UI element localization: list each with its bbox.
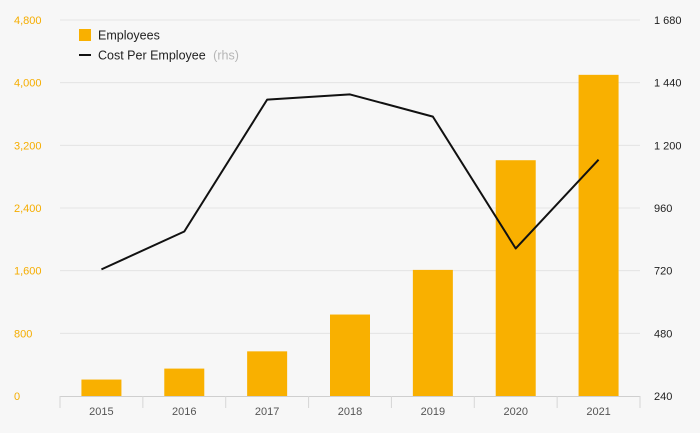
bar-employees-2021 — [578, 74, 619, 396]
y-left-tick-label: 4,800 — [14, 15, 42, 27]
bar-employees-2019 — [412, 269, 453, 396]
y-left-tick-label: 800 — [14, 328, 32, 340]
x-tick-label: 2019 — [421, 406, 445, 418]
x-tick-label: 2017 — [255, 406, 279, 418]
y-left-tick-label: 2,400 — [14, 203, 42, 215]
y-left-tick-label: 1,600 — [14, 266, 42, 278]
bar-employees-2020 — [495, 160, 536, 396]
x-tick-label: 2015 — [89, 406, 113, 418]
bar-employees-2015 — [81, 379, 122, 396]
svg-text:Cost Per Employee (rhs: Cost Per Employee (rhs) — [98, 49, 239, 63]
legend: Employees Cost Per Employee (rhs) — [79, 29, 239, 63]
x-tick-label: 2021 — [586, 406, 610, 418]
y-right-tick-label: 1 680 — [654, 15, 682, 27]
legend-note-rhs: (rhs) — [213, 49, 239, 63]
legend-swatch-employees — [79, 29, 91, 41]
y-right-tick-label: 1 440 — [654, 78, 682, 90]
y-right-tick-label: 480 — [654, 328, 672, 340]
x-tick-label: 2020 — [503, 406, 527, 418]
y-right-tick-label: 1 200 — [654, 140, 682, 152]
bar-employees-2016 — [164, 368, 205, 396]
y-right-tick-label: 240 — [654, 391, 672, 403]
x-axis — [59, 396, 641, 408]
bar-employees-2017 — [247, 351, 288, 396]
y-right-tick-label: 960 — [654, 203, 672, 215]
y-left-tick-label: 3,200 — [14, 140, 42, 152]
y-left-tick-label: 4,000 — [14, 78, 42, 90]
y-right-tick-label: 720 — [654, 266, 672, 278]
legend-label-cost-per-employee: Cost Per Employee — [98, 49, 206, 63]
bar-series — [81, 74, 619, 396]
line-series — [101, 93, 600, 271]
tick-labels: 0 240 800 480 1,600 720 2,400 960 3,200 1 200 4,00… — [14, 15, 682, 418]
x-tick-label: 2016 — [172, 406, 196, 418]
line-cost-per-employee — [101, 93, 600, 271]
bar-employees-2018 — [330, 314, 370, 396]
legend-label-employees: Employees — [98, 29, 160, 43]
y-left-tick-label: 0 — [14, 391, 20, 403]
x-tick-label: 2018 — [338, 406, 362, 418]
grid-lines — [60, 19, 640, 334]
